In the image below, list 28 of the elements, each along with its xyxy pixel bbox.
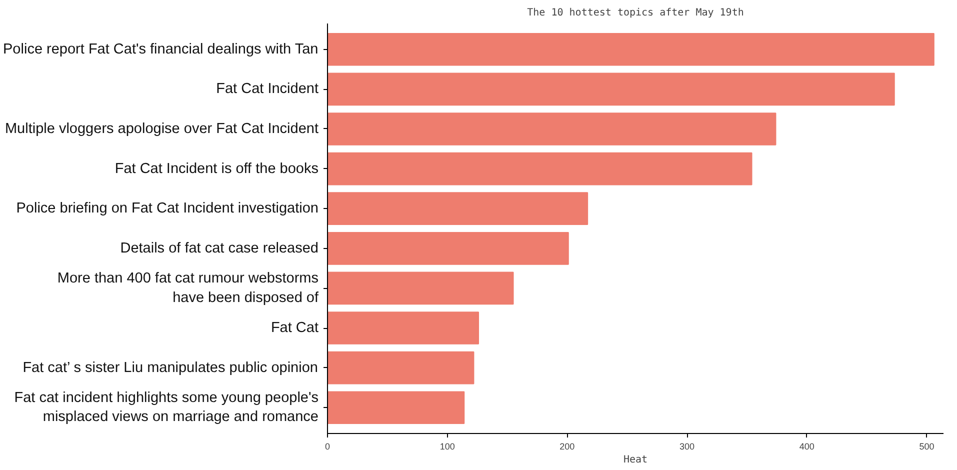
y-tick-label: Fat Cat bbox=[270, 320, 319, 336]
x-axis-title: Heat bbox=[623, 454, 648, 466]
x-tick-label: 0 bbox=[324, 442, 330, 452]
bar bbox=[328, 152, 752, 186]
bar bbox=[328, 272, 514, 305]
x-tick-label: 400 bbox=[799, 442, 814, 452]
y-tick-label: Fat Cat Incident is off the books bbox=[114, 160, 319, 177]
y-tick-label: More than 400 fat cat rumour webstorms have been disposed of bbox=[57, 270, 320, 306]
bar bbox=[328, 32, 934, 66]
bar bbox=[328, 72, 895, 106]
bar bbox=[328, 232, 569, 265]
y-tick-label: Details of fat cat case released bbox=[120, 240, 319, 256]
bar bbox=[328, 312, 480, 344]
y-tick-label: Fat Cat Incident bbox=[216, 81, 319, 98]
chart-title: The 10 hottest topics after May 19th bbox=[527, 8, 744, 18]
bar bbox=[328, 391, 465, 424]
bar bbox=[328, 351, 474, 384]
x-tick-label: 100 bbox=[440, 442, 455, 452]
bar bbox=[328, 192, 588, 226]
y-tick-label: Police report Fat Cat's financial dealings with Tan bbox=[3, 41, 318, 58]
x-tick-label: 300 bbox=[680, 442, 695, 452]
y-tick-label: Fat cat incident highlights some young people's misplaced views on marriage and romance bbox=[14, 390, 319, 426]
x-tick-label: 200 bbox=[560, 442, 575, 452]
y-tick-label: Fat cat’ s sister Liu manipulates public opinion bbox=[22, 360, 318, 376]
bar bbox=[328, 112, 776, 146]
x-tick-label: 500 bbox=[919, 442, 934, 452]
y-tick-label: Police briefing on Fat Cat Incident investigation bbox=[16, 200, 319, 217]
y-tick-label: Multiple vloggers apologise over Fat Cat Incident bbox=[4, 120, 319, 137]
